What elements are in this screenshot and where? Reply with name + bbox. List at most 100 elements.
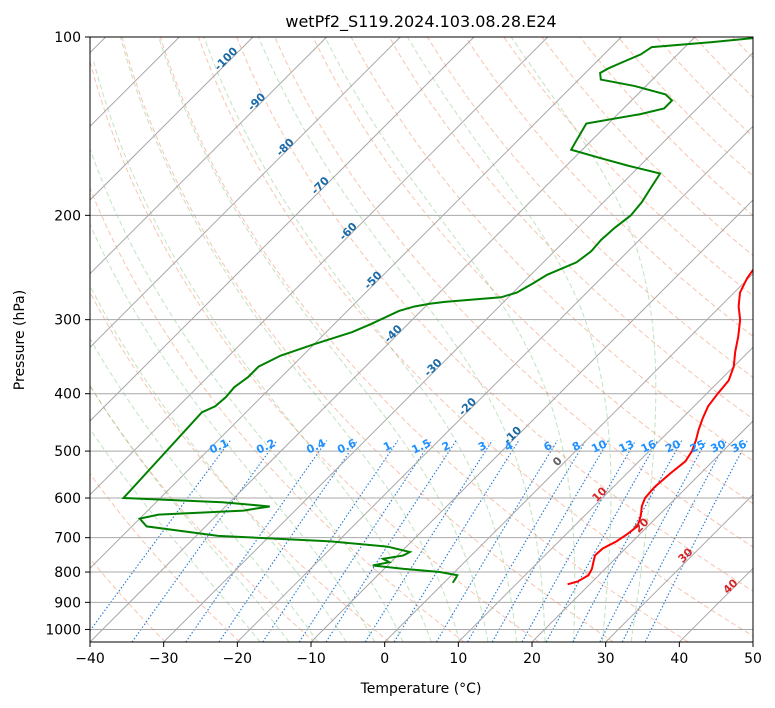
mixing-ratio-line xyxy=(298,440,432,642)
dry-adiabat-line xyxy=(198,37,753,637)
dry-adiabat-label: 0 xyxy=(550,454,565,469)
mixing-ratio-label: 2 xyxy=(440,439,452,454)
x-tick-label: −10 xyxy=(296,651,326,667)
y-tick-label: 1000 xyxy=(45,622,81,638)
dry-adiabat-line xyxy=(121,37,614,642)
moist-adiabat-line xyxy=(158,37,489,642)
dry-adiabat-line xyxy=(771,37,775,642)
dry-adiabat-line xyxy=(90,186,465,642)
y-tick-label: 700 xyxy=(54,531,81,547)
mixing-ratio-label: 13 xyxy=(617,437,636,455)
mixing-ratio-line xyxy=(491,440,609,642)
isotherm-line xyxy=(457,346,753,642)
mixing-ratio-line xyxy=(467,440,587,642)
mixing-ratio-line xyxy=(435,440,558,642)
mixing-ratio-line xyxy=(131,440,278,642)
mixing-ratio-line xyxy=(572,440,683,642)
moist-adiabat-line xyxy=(93,61,432,642)
isotherm-label: -80 xyxy=(274,135,297,158)
x-tick-label: 20 xyxy=(523,651,541,667)
mixing-ratio-label: 16 xyxy=(639,437,659,455)
isotherm-line xyxy=(605,493,753,642)
mixing-ratio-label: 1.5 xyxy=(410,437,433,457)
mixing-ratio-label: 10 xyxy=(589,437,609,455)
dry-adiabat-line xyxy=(694,37,753,98)
isotherm-line xyxy=(752,641,753,642)
mixing-ratio-line xyxy=(185,440,328,642)
dry-adiabat-label: 40 xyxy=(721,576,741,596)
mixing-ratio-label: 1 xyxy=(381,439,393,454)
y-tick-label: 200 xyxy=(54,208,81,224)
isotherm-label: -100 xyxy=(212,44,241,73)
mixing-ratio-label: 3 xyxy=(476,439,488,454)
mixing-ratio-label: 36 xyxy=(729,437,749,455)
y-tick-label: 800 xyxy=(54,565,81,581)
x-tick-label: 40 xyxy=(670,651,688,667)
mixing-ratio-label: 0.4 xyxy=(304,436,327,456)
y-axis-label: Pressure (hPa) xyxy=(12,290,28,390)
dry-adiabat-line xyxy=(503,37,753,297)
y-tick-label: 500 xyxy=(54,444,81,460)
x-axis-label: Temperature (°C) xyxy=(360,681,482,697)
chart-title: wetPf2_S119.2024.103.08.28.E24 xyxy=(285,12,556,32)
mixing-ratio-line xyxy=(644,440,748,642)
x-tick-label: 50 xyxy=(744,651,762,667)
isotherm-label: -30 xyxy=(421,356,444,379)
x-tick-label: 0 xyxy=(380,651,389,667)
dry-adiabat-line xyxy=(90,59,540,642)
dry-adiabat-line xyxy=(655,37,753,138)
plot-frame xyxy=(89,36,754,643)
dry-adiabat-line xyxy=(426,37,753,378)
moist-adiabat-line xyxy=(407,37,612,642)
isotherm-line xyxy=(90,37,475,422)
x-tick-label: 10 xyxy=(449,651,467,667)
y-tick-label: 400 xyxy=(54,387,81,403)
isotherm-line xyxy=(678,567,753,642)
isotherm-line xyxy=(90,37,696,642)
moist-adiabat-line xyxy=(203,37,517,642)
mixing-ratio-line xyxy=(599,440,707,642)
dewpoint-profile xyxy=(121,37,753,584)
y-tick-label: 600 xyxy=(54,491,81,507)
isotherm-line xyxy=(384,272,753,642)
isotherm-line xyxy=(531,420,753,642)
dry-adiabat-label: 10 xyxy=(590,484,610,504)
isotherm-line xyxy=(90,37,549,496)
dry-adiabat-label: 30 xyxy=(676,545,696,565)
dry-adiabat-line xyxy=(388,37,753,420)
dry-adiabat-label: 20 xyxy=(632,515,652,535)
mixing-ratio-line xyxy=(262,440,399,642)
isotherm-line xyxy=(90,37,254,201)
mixing-ratio-line xyxy=(621,440,728,642)
mixing-ratio-line xyxy=(364,440,493,642)
dry-adiabat-line xyxy=(90,291,390,642)
y-tick-label: 300 xyxy=(54,313,81,329)
mixing-ratio-label: 0.1 xyxy=(207,437,230,457)
mixing-ratio-label: 30 xyxy=(709,437,729,455)
x-tick-label: 30 xyxy=(597,651,615,667)
isotherm-label: -60 xyxy=(337,220,360,243)
moist-adiabat-line xyxy=(90,384,290,642)
mixing-ratio-label: 25 xyxy=(688,437,707,455)
x-tick-label: −30 xyxy=(149,651,179,667)
dry-adiabat-line xyxy=(90,384,316,642)
isotherm-label: -20 xyxy=(456,395,479,418)
y-tick-label: 100 xyxy=(54,30,81,46)
x-tick-label: −40 xyxy=(75,651,105,667)
isotherm-line xyxy=(90,37,328,275)
moist-adiabat-line xyxy=(90,223,376,642)
dry-adiabat-line xyxy=(350,37,753,462)
mixing-ratio-line xyxy=(393,440,520,642)
mixing-ratio-label: 20 xyxy=(663,437,683,455)
moist-adiabat-line xyxy=(90,147,404,642)
mixing-ratio-label: 0.2 xyxy=(254,437,277,457)
mixing-ratio-line xyxy=(218,440,358,642)
dry-adiabat-line xyxy=(541,37,753,257)
dry-adiabat-line xyxy=(579,37,753,217)
isotherm-line xyxy=(310,199,753,642)
isotherm-line xyxy=(90,37,622,570)
isotherm-label: -90 xyxy=(245,90,268,113)
x-tick-label: −20 xyxy=(223,651,253,667)
moist-adiabat-line xyxy=(90,427,261,642)
dry-adiabat-line xyxy=(236,37,753,592)
